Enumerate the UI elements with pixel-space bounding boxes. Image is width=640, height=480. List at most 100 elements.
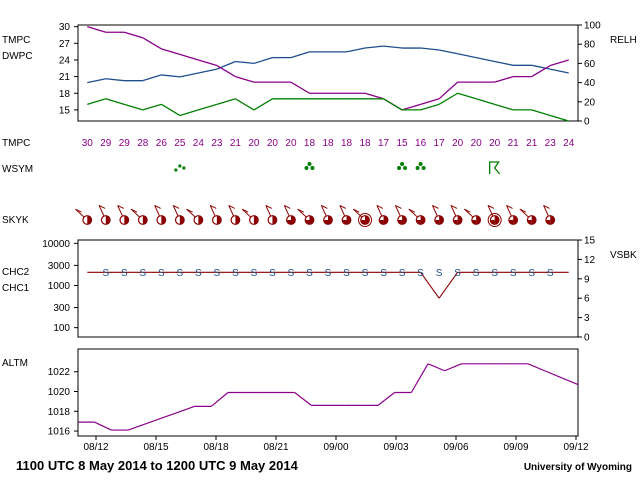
tmpc-row-value: 20 bbox=[267, 138, 279, 149]
ceiling-tick-label: 3000 bbox=[48, 261, 71, 272]
sky-cover-fill bbox=[290, 215, 296, 225]
cloud-marker: S bbox=[399, 268, 406, 279]
wind-barb-flag bbox=[408, 208, 416, 213]
tmpc-row-group: 30 29 29 28 26 25 24 23 21 20 20 20 18 18 18 18 17 15 16 17… bbox=[82, 138, 575, 149]
sky-cover-fill bbox=[272, 215, 277, 225]
tmpc-segment bbox=[290, 81, 310, 94]
cloud-marker: S bbox=[417, 268, 424, 279]
relh-segment bbox=[346, 47, 366, 53]
x-tick-label: 09/06 bbox=[443, 442, 468, 453]
altm-segment bbox=[94, 421, 112, 431]
x-tick-label: 09/00 bbox=[323, 442, 348, 453]
left-tick-label: 18 bbox=[59, 89, 71, 100]
cloud-marker: S bbox=[288, 268, 295, 279]
tmpc-row-value: 24 bbox=[563, 138, 575, 149]
tmpc-segment bbox=[142, 37, 162, 50]
wind-barb-flag bbox=[519, 208, 527, 213]
vis-tick-label: 9 bbox=[584, 274, 590, 285]
dwpc-segment bbox=[550, 114, 569, 122]
sky-cover-fill-extra bbox=[397, 220, 403, 225]
tmpc-segment bbox=[401, 103, 421, 111]
vis-tick-label: 3 bbox=[584, 313, 590, 324]
drizzle-icon-dot bbox=[178, 164, 182, 168]
sky-cover-fill bbox=[494, 215, 499, 225]
cloud-marker: S bbox=[158, 268, 165, 279]
sky-cover-fill bbox=[253, 215, 259, 225]
rain-shower-icon-dot bbox=[403, 166, 408, 170]
relh-segment bbox=[457, 53, 477, 59]
tmpc-row-value: 20 bbox=[248, 138, 260, 149]
sky-cover-fill bbox=[161, 215, 166, 225]
tmpc-segment bbox=[198, 59, 218, 67]
cloud-marker: S bbox=[195, 268, 202, 279]
sky-cover-fill bbox=[365, 215, 370, 225]
tmpc-row-value: 28 bbox=[137, 138, 149, 149]
cloud-marker: S bbox=[343, 268, 350, 279]
rain-shower-icon-dot bbox=[304, 166, 309, 170]
tmpc-row-value: 17 bbox=[434, 138, 446, 149]
sky-cover-fill-extra bbox=[434, 220, 440, 225]
altm-segment bbox=[427, 363, 445, 372]
cloud-marker: S bbox=[436, 268, 443, 279]
altm-segment bbox=[561, 377, 579, 386]
wind-barb-flag bbox=[321, 205, 328, 209]
sky-cover-fill bbox=[420, 215, 425, 225]
sky-cover-fill bbox=[87, 215, 92, 225]
sky-cover-fill-extra bbox=[508, 220, 514, 225]
cloud-marker: S bbox=[491, 268, 498, 279]
sky-cover-ring bbox=[487, 213, 502, 227]
relh-segment bbox=[550, 68, 569, 74]
relh-segment bbox=[216, 60, 236, 70]
sky-cover-fill bbox=[309, 215, 314, 225]
wind-barb-flag bbox=[450, 205, 458, 209]
wind-barb-flag bbox=[432, 205, 439, 209]
thunderstorm-icon bbox=[489, 161, 501, 175]
tmpc-segment bbox=[364, 92, 384, 100]
altm-segment bbox=[294, 392, 312, 406]
wind-barb-flag bbox=[154, 205, 161, 209]
altm-panel-frame bbox=[77, 348, 579, 437]
left-tick-label: 30 bbox=[59, 22, 71, 33]
left-tick-label: 15 bbox=[59, 105, 71, 116]
dwpc-segment bbox=[457, 92, 477, 100]
tmpc-row-value: 18 bbox=[359, 138, 371, 149]
tmpc-segment bbox=[235, 75, 255, 83]
drizzle-icon-dot bbox=[174, 168, 178, 172]
relh-segment bbox=[198, 68, 218, 74]
wind-barb-flag bbox=[506, 205, 513, 209]
tmpc-segment bbox=[124, 31, 144, 39]
vsbk-segment bbox=[420, 272, 440, 299]
wind-barb-flag bbox=[395, 205, 402, 209]
rain-shower-icon-dot bbox=[397, 166, 402, 170]
dwpc-segment bbox=[253, 98, 273, 111]
left-tick-label: 27 bbox=[59, 39, 71, 50]
wind-barb-flag bbox=[98, 205, 106, 209]
tmpc-segment bbox=[87, 26, 106, 33]
cloud-marker: S bbox=[454, 268, 461, 279]
wsym-label: WSYM bbox=[2, 164, 33, 175]
sky-cover-fill-extra bbox=[453, 220, 458, 225]
sky-cover-fill bbox=[124, 215, 129, 225]
sky-cover-fill-extra bbox=[379, 220, 384, 225]
relh-segment bbox=[105, 78, 125, 82]
altm-segment bbox=[444, 363, 462, 372]
x-tick-label: 08/15 bbox=[143, 442, 168, 453]
sky-cover-fill-extra bbox=[416, 220, 421, 225]
dwpc-segment bbox=[420, 103, 440, 111]
tmpc-row-value: 18 bbox=[322, 138, 334, 149]
drizzle-icon-dot bbox=[182, 166, 186, 170]
altm-segment bbox=[410, 363, 429, 393]
altm-segment bbox=[161, 411, 179, 419]
altm-tick-label: 1016 bbox=[48, 427, 71, 438]
sky-cover-fill-extra bbox=[471, 220, 477, 225]
sky-cover-fill bbox=[476, 215, 481, 225]
rain-shower-icon-dot bbox=[307, 162, 312, 166]
cloud-marker: S bbox=[547, 268, 554, 279]
chc1-label: CHC1 bbox=[2, 283, 30, 294]
tmpc-segment bbox=[179, 53, 199, 61]
sky-cover-fill bbox=[216, 215, 222, 225]
tmpc-row-value: 23 bbox=[545, 138, 557, 149]
source-caption: University of Wyoming bbox=[523, 462, 632, 473]
cloud-marker: S bbox=[528, 268, 535, 279]
sky-cover-fill bbox=[439, 215, 444, 225]
